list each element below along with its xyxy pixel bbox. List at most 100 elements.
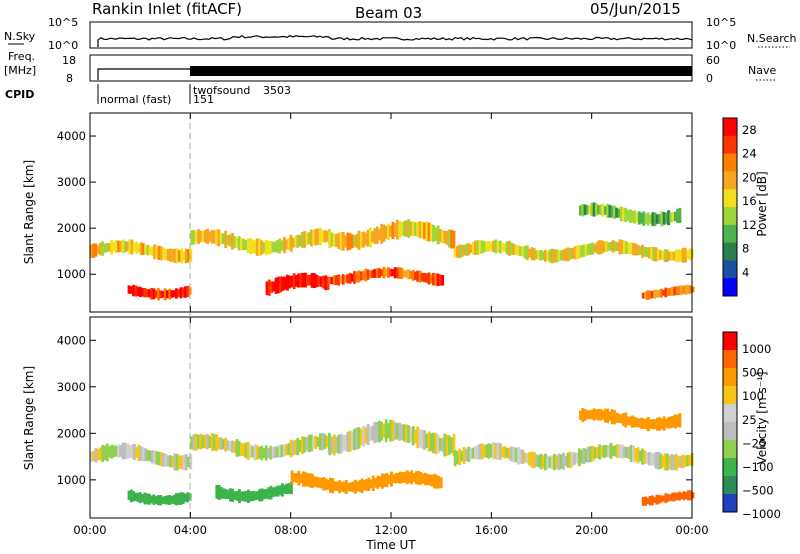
velocity-panel: 1000 2000 3000 4000 Slant Range [km] 1000 50… — [22, 316, 781, 521]
x-tick-label: 16:00 — [475, 523, 508, 537]
echo-cell — [414, 429, 417, 444]
echo-cell — [590, 202, 594, 217]
echo-cell — [688, 455, 692, 466]
echo-cell — [337, 274, 341, 286]
colorbar-swatch — [723, 368, 737, 387]
echo-cell — [653, 289, 656, 299]
echo-cell — [238, 489, 241, 504]
echo-cell — [130, 239, 134, 255]
echo-cell — [425, 221, 429, 242]
echo-cell — [605, 241, 608, 252]
echo-cell — [626, 210, 630, 221]
echo-cell — [592, 202, 596, 217]
echo-cell — [521, 246, 525, 257]
echo-cell — [341, 435, 345, 452]
echo-cell — [532, 452, 536, 469]
colorbar-tick-label: 20 — [742, 170, 757, 184]
echo-cell — [169, 455, 172, 468]
echo-cell — [369, 479, 373, 489]
echo-cell — [212, 230, 216, 244]
echo-cell — [339, 276, 343, 284]
echo-cell — [405, 470, 409, 485]
echo-cell — [672, 454, 676, 470]
echo-cell — [432, 225, 435, 242]
echo-cell — [159, 290, 163, 299]
echo-cell — [285, 239, 288, 250]
echo-cell — [474, 446, 477, 460]
echo-cell — [127, 285, 131, 294]
echo-cell — [117, 240, 120, 253]
echo-cell — [175, 288, 178, 299]
power-y-ticks: 1000 2000 3000 4000 — [57, 129, 692, 281]
echo-cell — [356, 481, 359, 492]
colorbar-swatch — [723, 458, 737, 477]
echo-cell — [614, 445, 617, 457]
echo-cell — [668, 494, 672, 501]
echo-cell — [535, 250, 538, 259]
echo-cell — [289, 439, 293, 458]
echo-cell — [584, 244, 588, 256]
echo-cell — [135, 241, 139, 254]
echo-cell — [269, 241, 273, 254]
echo-cell — [656, 249, 660, 261]
echo-cell — [184, 248, 188, 264]
echo-cell — [393, 223, 397, 237]
echo-cell — [583, 204, 587, 216]
echo-cell — [105, 443, 109, 462]
echo-cell — [646, 290, 650, 300]
echo-cell — [290, 470, 294, 485]
echo-cell — [595, 447, 599, 458]
echo-cell — [476, 240, 480, 255]
echo-cell — [123, 442, 127, 460]
echo-cell — [337, 434, 341, 454]
echo-cell — [523, 452, 527, 463]
echo-cell — [582, 244, 586, 257]
echo-cell — [492, 442, 495, 460]
echo-cell — [480, 240, 484, 254]
echo-cell — [160, 246, 163, 261]
echo-cell — [420, 222, 424, 239]
echo-cell — [130, 444, 134, 459]
echo-cell — [187, 456, 190, 468]
colorbar-swatch — [723, 118, 737, 137]
echo-cell — [99, 447, 102, 461]
echo-cell — [392, 474, 396, 483]
echo-cell — [657, 289, 661, 298]
echo-cell — [649, 419, 652, 429]
echo-cell — [681, 247, 685, 263]
echo-cell — [519, 246, 523, 256]
echo-cell — [676, 208, 680, 223]
echo-cell — [141, 494, 145, 503]
echo-cell — [143, 492, 147, 505]
echo-cell — [389, 225, 393, 237]
echo-cell — [249, 491, 253, 502]
echo-cell — [445, 434, 449, 456]
echo-cell — [330, 436, 334, 454]
echo-cell — [289, 234, 293, 252]
echo-cell — [443, 231, 447, 244]
echo-cell — [155, 451, 159, 465]
echo-cell — [456, 246, 459, 258]
echo-cell — [291, 237, 295, 248]
echo-cell — [391, 269, 395, 277]
echo-cell — [434, 273, 438, 286]
echo-cell — [264, 239, 268, 256]
echo-cell — [662, 495, 666, 502]
echo-cell — [210, 229, 214, 244]
echo-cell — [653, 419, 657, 430]
nave-trace — [190, 66, 692, 76]
echo-cell — [132, 443, 136, 461]
echo-cell — [471, 447, 475, 459]
echo-cell — [643, 246, 647, 257]
echo-cell — [235, 439, 239, 457]
echo-cell — [469, 244, 473, 253]
echo-cell — [173, 453, 177, 471]
echo-cell — [438, 438, 442, 451]
echo-cell — [598, 444, 602, 460]
colorbar-swatch — [723, 350, 737, 369]
echo-cell — [160, 452, 163, 467]
echo-cell — [197, 229, 200, 244]
echo-cell — [691, 492, 695, 499]
echo-cell — [617, 413, 621, 423]
echo-cell — [387, 267, 390, 278]
